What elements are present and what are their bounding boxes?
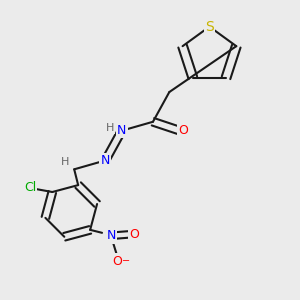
Text: Cl: Cl bbox=[24, 181, 36, 194]
Text: O: O bbox=[178, 124, 188, 137]
Text: N: N bbox=[101, 154, 110, 167]
Text: −: − bbox=[122, 256, 130, 266]
Text: N: N bbox=[117, 124, 127, 137]
Text: H: H bbox=[61, 157, 70, 167]
Text: H: H bbox=[106, 123, 114, 133]
Text: O: O bbox=[129, 228, 139, 241]
Text: O: O bbox=[112, 255, 122, 268]
Text: S: S bbox=[205, 20, 214, 34]
Text: N: N bbox=[106, 229, 116, 242]
